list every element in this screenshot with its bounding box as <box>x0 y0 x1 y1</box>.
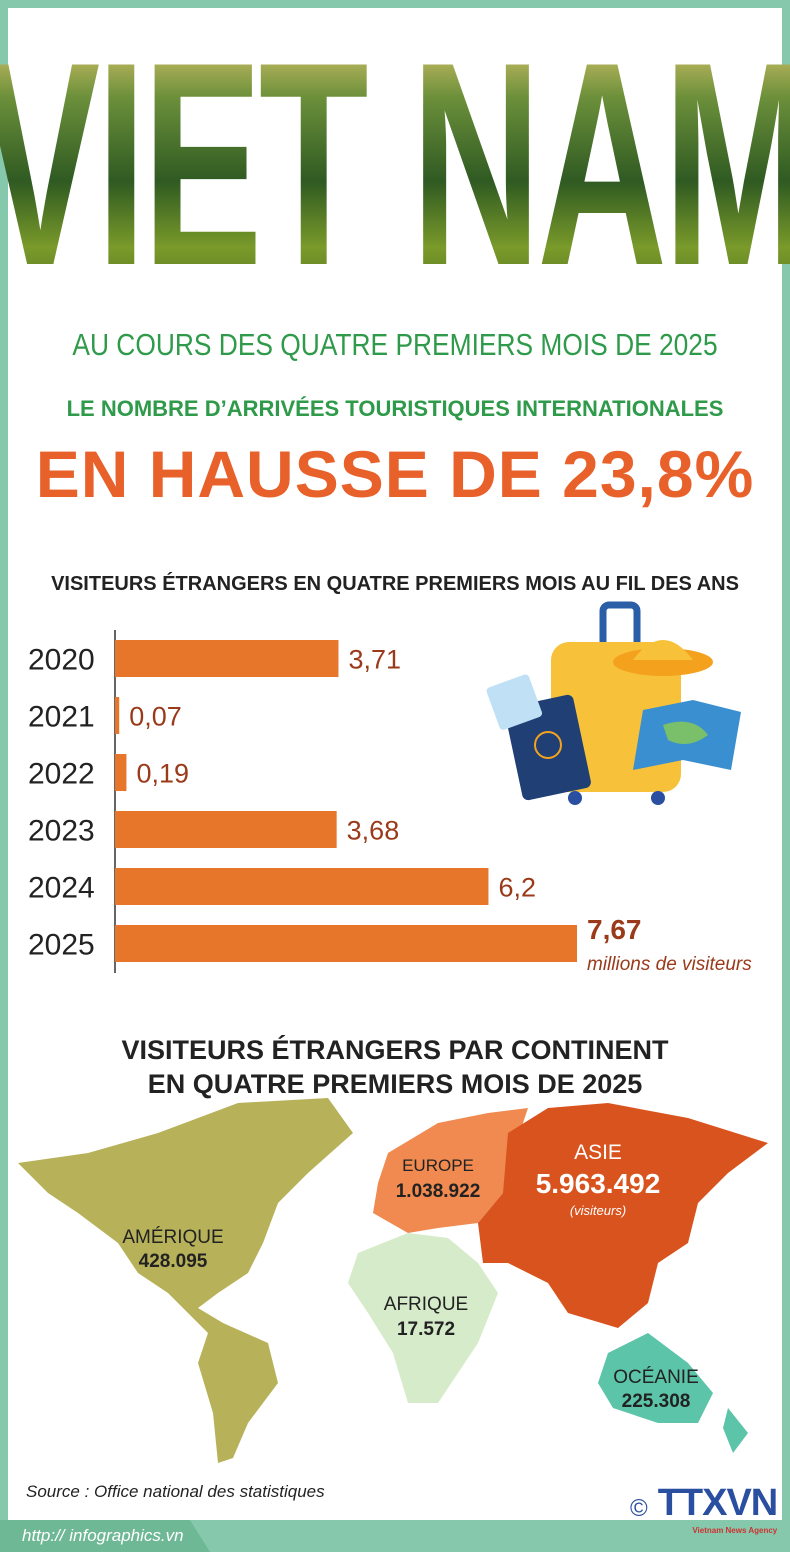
note-asia: (visiteurs) <box>570 1203 626 1218</box>
copyright-icon: © <box>630 1495 648 1522</box>
map-title: VISITEURS ÉTRANGERS PAR CONTINENT EN QUAT… <box>121 1035 669 1099</box>
map-land <box>663 721 708 744</box>
year-label: 2023 <box>28 815 95 848</box>
value-america: 428.095 <box>139 1251 208 1272</box>
value-label: 0,19 <box>136 759 189 789</box>
value-europe: 1.038.922 <box>396 1181 481 1202</box>
value-asia: 5.963.492 <box>536 1168 661 1199</box>
value-label: 7,67 <box>587 914 642 945</box>
region-africa <box>348 1233 498 1403</box>
value-label: 0,07 <box>129 702 182 732</box>
value-label: 3,68 <box>347 816 400 846</box>
label-europe: EUROPE <box>402 1156 474 1175</box>
wheel-icon <box>568 791 582 805</box>
unit-label: millions de visiteurs <box>587 954 752 975</box>
bar-chart: 2020 3,71 2021 0,07 2022 0,19 2023 3,68 2024 6,2 2… <box>28 630 752 975</box>
bar-chart-title: VISITEURS ÉTRANGERS EN QUATRE PREMIERS M… <box>51 573 739 595</box>
label-america: AMÉRIQUE <box>122 1227 223 1248</box>
globe-icon <box>534 731 562 759</box>
highlight: EN HAUSSE DE 23,8% <box>35 437 755 511</box>
source-note: Source : Office national des statistique… <box>26 1482 325 1501</box>
wheel-icon <box>651 791 665 805</box>
region-america <box>18 1098 353 1463</box>
year-label: 2025 <box>28 929 95 962</box>
label-africa: AFRIQUE <box>384 1294 468 1315</box>
website-link[interactable]: http:// infographics.vn <box>0 1520 210 1552</box>
year-label: 2021 <box>28 701 95 734</box>
year-label: 2024 <box>28 872 95 905</box>
hero-title: VIET NAM <box>0 0 790 331</box>
subtitle: AU COURS DES QUATRE PREMIERS MOIS DE 202… <box>72 327 718 362</box>
label-oceania: OCÉANIE <box>613 1367 699 1388</box>
bar-2021 <box>115 697 120 734</box>
bar-2025 <box>115 925 577 962</box>
region-europe <box>373 1108 528 1233</box>
value-oceania: 225.308 <box>622 1391 691 1412</box>
region-asia <box>478 1103 768 1328</box>
bar-2022 <box>115 754 127 791</box>
year-label: 2020 <box>28 644 95 677</box>
world-map: AMÉRIQUE 428.095 EUROPE 1.038.922 ASIE 5… <box>18 1098 768 1463</box>
logo-wordmark: TTXVN Vietnam News Agency <box>657 1482 779 1535</box>
value-label: 3,71 <box>348 645 401 675</box>
headline: LE NOMBRE D’ARRIVÉES TOURISTIQUES INTERN… <box>66 396 724 421</box>
label-asia: ASIE <box>574 1141 622 1164</box>
year-label: 2022 <box>28 758 95 791</box>
bar-2024 <box>115 868 489 905</box>
value-africa: 17.572 <box>397 1319 455 1340</box>
bar-2023 <box>115 811 337 848</box>
hat-crown <box>633 640 693 660</box>
travel-illustration <box>486 601 741 805</box>
ticket-icon <box>486 674 543 730</box>
region-oceania <box>598 1333 748 1453</box>
value-label: 6,2 <box>498 873 536 903</box>
bar-2020 <box>115 640 339 677</box>
ttxvn-logo: © TTXVN Vietnam News Agency <box>630 1482 779 1536</box>
